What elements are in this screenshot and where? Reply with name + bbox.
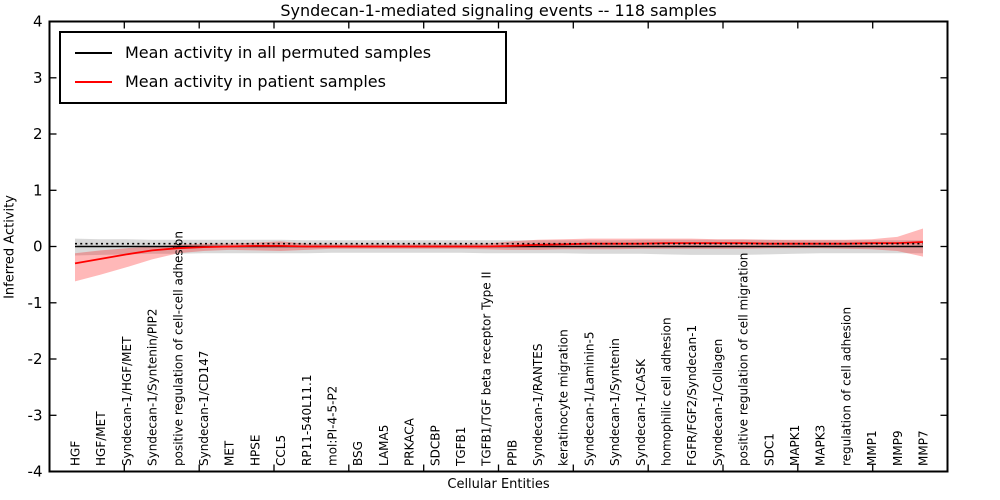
x-category-label: TGFB1/TGF beta receptor Type II [480, 271, 494, 467]
x-category-label: MAPK1 [788, 425, 802, 466]
y-tick-label: 1 [33, 181, 43, 199]
x-category-label: Syndecan-1/Collagen [711, 339, 725, 466]
x-category-label: Syndecan-1/RANTES [531, 344, 545, 466]
x-category-label: Syndecan-1/Laminin-5 [582, 332, 596, 466]
x-category-label: MMP9 [891, 430, 905, 466]
legend-line-patient-icon [75, 80, 112, 83]
legend-label-patient: Mean activity in patient samples [125, 72, 386, 91]
x-category-label: MAPK3 [814, 425, 828, 466]
x-category-label: Syndecan-1/CASK [634, 358, 648, 466]
legend-item-permuted: Mean activity in all permuted samples [61, 38, 505, 67]
x-category-label: HPSE [248, 435, 262, 466]
x-category-label: PPIB [505, 440, 519, 466]
x-category-label: PRKACA [403, 417, 417, 466]
x-category-label: CCL5 [274, 435, 288, 466]
x-category-label: positive regulation of cell migration [737, 253, 751, 466]
x-category-label: Syndecan-1/Syntenin/PIP2 [146, 308, 160, 466]
x-category-label: HGF/MET [94, 411, 108, 466]
y-tick-label: -1 [28, 294, 43, 312]
y-tick-label: 0 [33, 238, 43, 256]
x-category-label: BSG [351, 441, 365, 466]
y-tick-label: -2 [28, 350, 43, 368]
x-category-label: SDC1 [762, 433, 776, 466]
x-category-label: MMP7 [917, 430, 931, 466]
x-category-label: TGFB1 [454, 427, 468, 467]
legend-line-permuted-icon [75, 51, 112, 54]
x-category-label: homophilic cell adhesion [660, 317, 674, 466]
x-category-label: SDCBP [428, 425, 442, 466]
x-category-label: RP11-540L11.1 [300, 375, 314, 466]
x-category-label: mol:PI-4-5-P2 [326, 386, 340, 466]
x-category-label: LAMA5 [377, 425, 391, 466]
y-tick-label: 3 [33, 69, 43, 87]
x-category-label: MMP1 [865, 430, 879, 466]
band-patient [75, 228, 923, 282]
x-category-label: Syndecan-1/CD147 [197, 351, 211, 466]
legend: Mean activity in all permuted samples Me… [59, 31, 507, 104]
x-category-label: HGF [69, 441, 83, 466]
legend-label-permuted: Mean activity in all permuted samples [125, 43, 432, 62]
y-tick-label: -4 [28, 463, 43, 481]
y-tick-label: -3 [28, 406, 43, 424]
line-patient-mean [74, 241, 924, 265]
x-category-label: MET [223, 440, 237, 466]
x-axis-label: Cellular Entities [447, 477, 550, 492]
y-tick-label: 4 [33, 13, 43, 31]
x-category-label: Syndecan-1/HGF/MET [120, 336, 134, 466]
x-category-label: keratinocyte migration [557, 329, 571, 466]
x-category-label: FGFR/FGF2/Syndecan-1 [685, 325, 699, 466]
x-category-label: Syndecan-1/Syntenin [608, 338, 622, 466]
chart-title: Syndecan-1-mediated signaling events -- … [280, 1, 717, 20]
x-category-label: positive regulation of cell-cell adhesio… [171, 231, 185, 466]
x-category-label: regulation of cell adhesion [839, 307, 853, 466]
legend-item-patient: Mean activity in patient samples [61, 67, 505, 96]
axes-frame [48, 20, 949, 473]
y-tick-label: 2 [33, 125, 43, 143]
